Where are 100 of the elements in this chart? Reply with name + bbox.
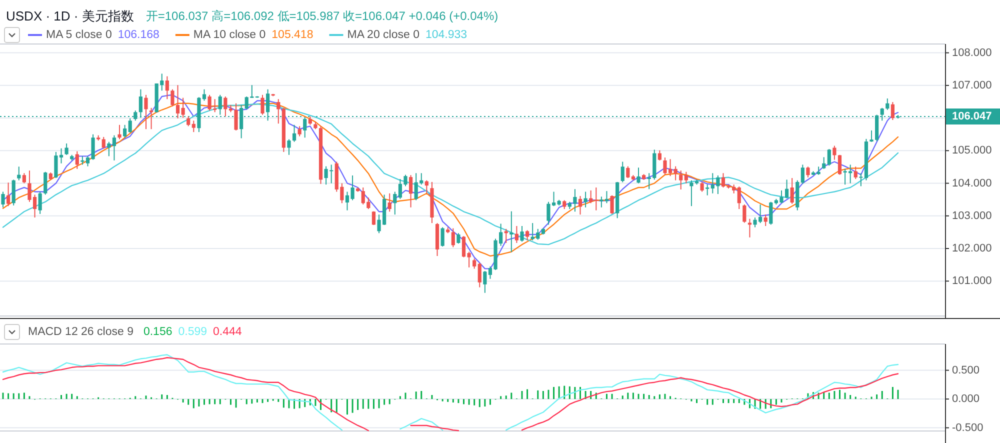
candlestick [584, 191, 588, 208]
candlestick [610, 194, 614, 214]
y-tick-label: 0.000 [952, 393, 980, 406]
y-tick-label: 107.000 [952, 79, 992, 92]
candlestick [589, 190, 593, 204]
candlestick [123, 124, 127, 138]
candlestick [520, 225, 524, 242]
candlestick [149, 107, 154, 130]
candlestick [742, 204, 746, 224]
candlestick [6, 182, 10, 207]
candlestick [827, 148, 831, 166]
text: 105.418 [272, 29, 314, 41]
candlestick [684, 171, 688, 184]
candlestick [192, 120, 196, 133]
candlestick [202, 88, 206, 102]
candlestick [388, 192, 392, 212]
candlestick [112, 134, 116, 161]
legend-label: MA 5 close 0 [46, 29, 112, 41]
chart-title: USDX · 1D · 美元指数 [6, 8, 134, 24]
candlestick [838, 154, 842, 176]
candlestick [44, 171, 48, 196]
candlestick [790, 178, 794, 204]
candlestick [176, 84, 180, 119]
y-tick-label: 105.000 [952, 144, 992, 157]
y-tick-label: -0.500 [952, 422, 984, 434]
text: 104.933 [425, 29, 468, 41]
candlestick [832, 145, 836, 160]
text: 106.168 [118, 29, 160, 41]
candlestick [38, 191, 42, 214]
candlestick [186, 116, 190, 127]
candlestick [890, 102, 895, 120]
candlestick [626, 166, 630, 179]
y-tick-label: 102.000 [952, 242, 992, 254]
candlestick [456, 232, 460, 244]
candlestick [764, 214, 768, 226]
candlestick [674, 166, 678, 181]
candlestick [822, 156, 826, 170]
candlestick [859, 172, 863, 187]
candlestick [303, 116, 307, 138]
candlestick [483, 270, 487, 294]
candlestick [224, 96, 228, 117]
y-tick-label: 108.000 [952, 46, 992, 59]
candlestick [679, 170, 683, 190]
candlestick [102, 136, 106, 149]
candlestick [706, 184, 710, 196]
candlestick [372, 210, 376, 226]
candlestick [75, 150, 79, 170]
candlestick [181, 97, 185, 118]
candlestick [451, 228, 455, 248]
candlestick [1, 191, 5, 208]
chart-title: MACD 12 26 close 9 [28, 326, 134, 338]
candlestick [440, 226, 444, 248]
candlestick [287, 138, 291, 156]
candlestick [128, 118, 132, 134]
ref-line-label: 106.047 [952, 110, 992, 122]
candlestick [510, 210, 514, 253]
candlestick [472, 258, 476, 270]
candlestick [17, 166, 21, 181]
candlestick [424, 180, 428, 194]
candlestick [636, 167, 640, 184]
y-tick-label: 101.000 [952, 275, 992, 288]
candlestick [292, 124, 296, 142]
y-tick-label: 103.000 [952, 210, 992, 222]
candlestick [393, 191, 397, 216]
candlestick [594, 187, 598, 211]
chart-subtitle: 开=106.037 高=106.092 低=105.987 收=106.047 +0.046 (+0.04%) [146, 9, 498, 23]
candlestick [525, 230, 530, 241]
candlestick [298, 126, 302, 137]
candlestick [408, 174, 413, 208]
candlestick [886, 98, 890, 110]
candlestick [658, 150, 662, 161]
candlestick [276, 98, 280, 124]
candlestick [806, 166, 810, 178]
text: 0.599 [178, 326, 208, 338]
candlestick [165, 76, 169, 100]
candlestick [260, 94, 264, 116]
candlestick [700, 181, 704, 192]
text: 0.444 [213, 326, 242, 338]
candlestick [478, 262, 482, 288]
candlestick [107, 141, 111, 157]
candlestick [578, 195, 582, 216]
candlestick [600, 196, 604, 208]
candlestick [748, 218, 752, 238]
legend-label: MA 20 close 0 [347, 29, 420, 41]
candlestick [504, 228, 508, 244]
candlestick [514, 225, 518, 244]
candlestick [12, 179, 16, 206]
candlestick [737, 186, 741, 210]
candlestick [22, 172, 26, 184]
legend-label: MA 10 close 0 [193, 29, 266, 41]
candlestick [854, 166, 858, 180]
candlestick [769, 201, 773, 226]
candlestick [170, 88, 174, 107]
candlestick [800, 164, 804, 184]
candlestick [64, 142, 68, 156]
y-tick-label: 0.500 [952, 364, 980, 376]
candlestick [118, 124, 122, 140]
candlestick [620, 161, 624, 183]
candlestick [144, 94, 148, 130]
text: 0.156 [143, 326, 172, 338]
